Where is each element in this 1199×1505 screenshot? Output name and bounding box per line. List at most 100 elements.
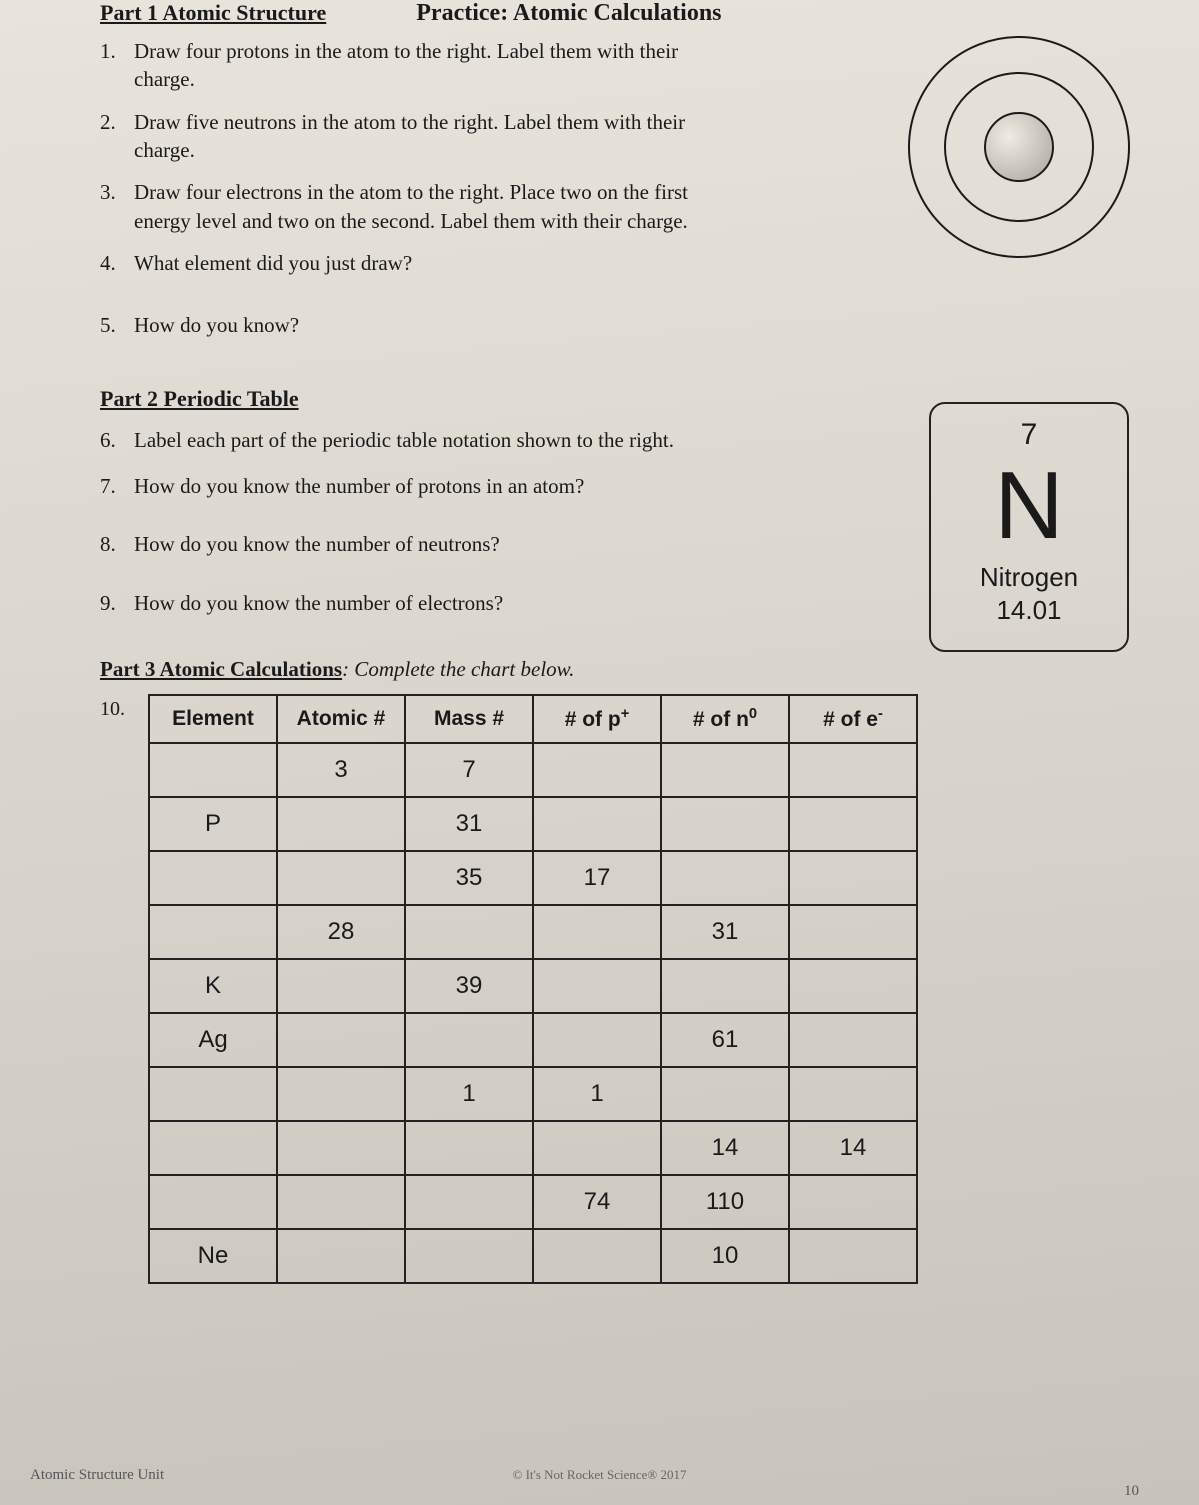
question-text: How do you know the number of neutrons? (134, 530, 740, 558)
table-cell: K (149, 959, 277, 1013)
table-cell (533, 797, 661, 851)
table-cell: Ne (149, 1229, 277, 1283)
table-cell: 1 (405, 1067, 533, 1121)
nucleus (985, 113, 1053, 181)
part3-heading: Part 3 Atomic Calculations: Complete the… (100, 657, 1109, 682)
part3-instruction: : Complete the chart below. (342, 657, 574, 681)
table-cell: 14 (661, 1121, 789, 1175)
table-cell (661, 959, 789, 1013)
table-cell (277, 1229, 405, 1283)
question-item: 2. Draw five neutrons in the atom to the… (100, 108, 740, 165)
table-cell (277, 1013, 405, 1067)
part2-block: Part 2 Periodic Table 6. Label each part… (100, 386, 1109, 617)
table-cell (661, 1067, 789, 1121)
table-cell (661, 743, 789, 797)
table-cell: 31 (661, 905, 789, 959)
table-cell: 31 (405, 797, 533, 851)
question-text: Draw four electrons in the atom to the r… (134, 178, 740, 235)
table-row: K39 (149, 959, 917, 1013)
table-row: 3517 (149, 851, 917, 905)
table-cell (789, 959, 917, 1013)
table-cell (533, 1013, 661, 1067)
table-column-header: # of p+ (533, 695, 661, 743)
question-text: Label each part of the periodic table no… (134, 426, 760, 454)
table-header-row: ElementAtomic #Mass ## of p+# of n0# of … (149, 695, 917, 743)
table-cell: 10 (661, 1229, 789, 1283)
table-cell (533, 905, 661, 959)
question-number: 7. (100, 472, 134, 500)
question-item: 5. How do you know? (100, 311, 740, 339)
question-number: 5. (100, 311, 134, 339)
table-row: 11 (149, 1067, 917, 1121)
practice-title: Practice: Atomic Calculations (416, 0, 721, 27)
table-cell: 28 (277, 905, 405, 959)
page-footer: Atomic Structure Unit © It's Not Rocket … (0, 1467, 1199, 1483)
table-cell: 7 (405, 743, 533, 797)
table-cell (405, 1175, 533, 1229)
table-cell: 110 (661, 1175, 789, 1229)
atom-diagram-icon (899, 27, 1139, 267)
element-atomic-number: 7 (931, 418, 1127, 452)
table-cell (533, 1229, 661, 1283)
table-cell (789, 743, 917, 797)
table-column-header: # of n0 (661, 695, 789, 743)
table-body: 37P3135172831K39Ag6111141474110Ne10 (149, 743, 917, 1283)
table-cell: 61 (661, 1013, 789, 1067)
table-cell: Ag (149, 1013, 277, 1067)
table-cell: 3 (277, 743, 405, 797)
table-cell (789, 1175, 917, 1229)
element-mass: 14.01 (931, 595, 1127, 626)
question-number: 10. (100, 694, 148, 1284)
table-cell (789, 851, 917, 905)
table-cell (277, 959, 405, 1013)
table-column-header: # of e- (789, 695, 917, 743)
table-cell (661, 851, 789, 905)
table-cell (149, 1175, 277, 1229)
table-row: 28 31 (149, 905, 917, 959)
table-wrap: 10. ElementAtomic #Mass ## of p+# of n0#… (100, 694, 1109, 1284)
question-number: 6. (100, 426, 134, 454)
header-row: Part 1 Atomic Structure Practice: Atomic… (100, 0, 1109, 27)
table-row: Ag 61 (149, 1013, 917, 1067)
question-text: How do you know the number of protons in… (134, 472, 740, 500)
table-column-header: Element (149, 695, 277, 743)
table-column-header: Mass # (405, 695, 533, 743)
question-number: 8. (100, 530, 134, 558)
question-item: 9. How do you know the number of electro… (100, 589, 740, 617)
table-cell (277, 1121, 405, 1175)
table-column-header: Atomic # (277, 695, 405, 743)
table-cell: 17 (533, 851, 661, 905)
table-cell (149, 1067, 277, 1121)
table-cell (789, 1229, 917, 1283)
table-cell (789, 905, 917, 959)
table-row: 1414 (149, 1121, 917, 1175)
question-text: What element did you just draw? (134, 249, 740, 277)
table-cell (149, 905, 277, 959)
table-cell (661, 797, 789, 851)
periodic-element-box: 7 N Nitrogen 14.01 (929, 402, 1129, 652)
question-text: How do you know? (134, 311, 740, 339)
question-text: Draw five neutrons in the atom to the ri… (134, 108, 740, 165)
table-cell (789, 797, 917, 851)
table-cell: 14 (789, 1121, 917, 1175)
table-cell: 74 (533, 1175, 661, 1229)
question-text: How do you know the number of electrons? (134, 589, 740, 617)
question-text: Draw four protons in the atom to the rig… (134, 37, 740, 94)
element-symbol: N (931, 458, 1127, 554)
question-number: 9. (100, 589, 134, 617)
footer-unit-label: Atomic Structure Unit (30, 1467, 164, 1484)
table-row: P 31 (149, 797, 917, 851)
question-number: 4. (100, 249, 134, 277)
table-cell (405, 1013, 533, 1067)
question-number: 1. (100, 37, 134, 94)
table-row: Ne 10 (149, 1229, 917, 1283)
table-cell (405, 1229, 533, 1283)
footer-copyright: © It's Not Rocket Science® 2017 (0, 1467, 1199, 1483)
table-cell (405, 1121, 533, 1175)
table-cell: P (149, 797, 277, 851)
part1-title: Part 1 Atomic Structure (100, 0, 326, 26)
table-cell: 35 (405, 851, 533, 905)
question-item: 1. Draw four protons in the atom to the … (100, 37, 740, 94)
question-item: 3. Draw four electrons in the atom to th… (100, 178, 740, 235)
table-cell (277, 797, 405, 851)
